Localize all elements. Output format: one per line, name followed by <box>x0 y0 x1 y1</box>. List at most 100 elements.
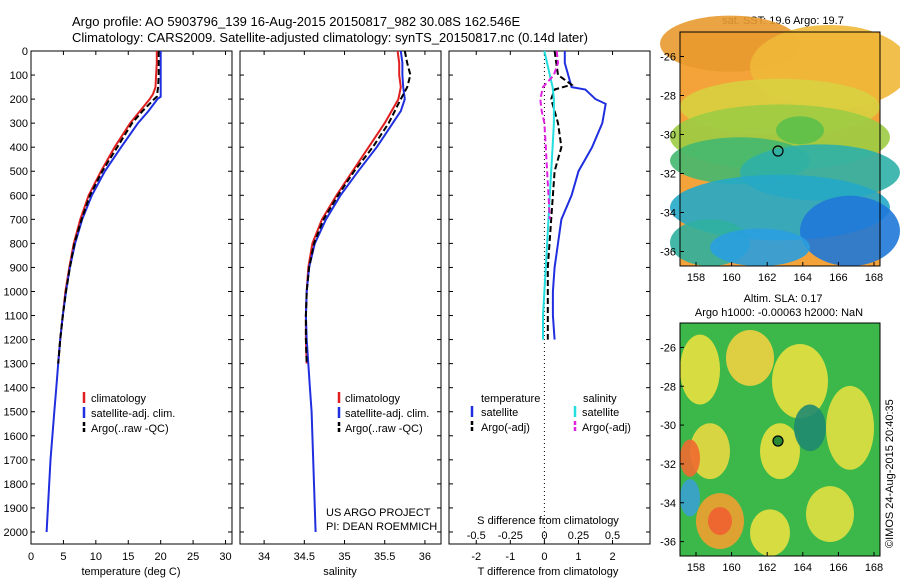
difference-plot: -2 -1 0 1 2 -0.5 -0.25 0 0.25 0.5 <box>449 50 650 563</box>
map-y-tick-label: -26 <box>660 52 676 64</box>
series-line <box>546 50 574 340</box>
map-x-tick-label: 162 <box>758 562 776 574</box>
x-tick-label: 34.5 <box>294 551 315 563</box>
y-tick-label: 1500 <box>4 407 28 419</box>
x-tick-label: -2 <box>471 551 481 563</box>
map-x-tick-label: 160 <box>722 272 740 284</box>
map-patch <box>680 334 720 405</box>
sst-map-axes: -26 -28 -30 -32 -34 -36 158 160 162 164 166 168 <box>660 52 883 285</box>
project-label: US ARGO PROJECT <box>326 507 431 519</box>
pi-label: PI: DEAN ROEMMICH <box>326 521 437 533</box>
x-tick-label: 0 <box>541 551 547 563</box>
map-patch <box>794 404 826 452</box>
series-line <box>45 51 162 533</box>
difference-top-label: S difference from climatology <box>477 515 619 527</box>
x-tick-label: 36 <box>419 551 431 563</box>
temperature-plot-frame <box>30 50 233 545</box>
legend-climatology: climatology <box>91 393 147 405</box>
series-line <box>57 51 158 364</box>
map-patch <box>800 195 900 266</box>
x-tick-label: 30 <box>219 551 231 563</box>
top-tick-label: 0.5 <box>605 530 620 542</box>
imos-stamp: ©IMOS 24-Aug-2015 20:40:35 <box>884 399 896 548</box>
map-patch <box>772 343 828 419</box>
map-patch <box>726 329 774 386</box>
legend-salinity-header: salinity <box>583 393 617 405</box>
map-y-tick-label: -28 <box>660 91 676 103</box>
map-y-tick-label: -34 <box>660 208 676 220</box>
legend-argo: Argo(..raw -QC) <box>345 423 423 435</box>
map-patch <box>680 439 700 477</box>
series-line <box>551 51 607 340</box>
sla-argo-marker <box>772 435 784 447</box>
map-x-tick-label: 164 <box>794 562 812 574</box>
y-tick-label: 1200 <box>4 335 28 347</box>
map-x-tick-label: 160 <box>722 562 740 574</box>
y-tick-label: 300 <box>10 118 28 130</box>
map-x-tick-label: 168 <box>865 562 883 574</box>
map-x-tick-label: 162 <box>758 272 776 284</box>
sla-map-title-2: Argo h1000: -0.00063 h2000: NaN <box>695 307 863 319</box>
salinity-plot-frame <box>239 50 442 545</box>
y-tick-label: 600 <box>10 190 28 202</box>
legend-satellite: satellite-adj. clim. <box>345 408 429 420</box>
legend-temperature-header: temperature <box>481 393 540 405</box>
x-tick-label: 15 <box>122 551 134 563</box>
temperature-legend: climatology satellite-adj. clim. Argo(..… <box>82 392 175 435</box>
temperature-plot: 0100200300400500600700800900100011001200… <box>4 46 232 563</box>
y-tick-label: 1400 <box>4 383 28 395</box>
top-tick-label: -0.5 <box>467 530 486 542</box>
top-tick-label: 0.25 <box>568 530 589 542</box>
salinity-plot: 34 34.5 35 35.5 36 <box>240 50 441 563</box>
map-y-tick-label: -26 <box>660 342 676 354</box>
sst-map-frame <box>679 31 881 267</box>
y-tick-label: 400 <box>10 142 28 154</box>
y-tick-label: 1900 <box>4 503 28 515</box>
map-patch <box>806 486 854 543</box>
map-patch <box>760 423 800 480</box>
sla-map-axes: -26 -28 -30 -32 -34 -36 158 160 162 164 166 168 <box>660 342 883 574</box>
sla-map-field <box>680 329 874 556</box>
difference-legend: temperature salinity satellite Argo(-adj… <box>470 393 631 434</box>
map-x-tick-label: 164 <box>794 272 812 284</box>
y-tick-label: 1800 <box>4 479 28 491</box>
y-tick-label: 1100 <box>4 311 28 323</box>
map-y-tick-label: -30 <box>660 420 676 432</box>
y-tick-label: 1600 <box>4 431 28 443</box>
map-y-tick-label: -30 <box>660 130 676 142</box>
salinity-xlabel: salinity <box>323 566 357 578</box>
x-tick-label: 10 <box>90 551 102 563</box>
x-tick-label: 34 <box>258 551 270 563</box>
map-patch <box>776 116 824 145</box>
x-tick-label: 35.5 <box>374 551 395 563</box>
x-tick-label: -1 <box>505 551 515 563</box>
y-tick-label: 200 <box>10 94 28 106</box>
y-tick-label: 1700 <box>4 455 28 467</box>
map-x-tick-label: 168 <box>865 272 883 284</box>
series-line <box>304 50 412 364</box>
y-tick-label: 800 <box>10 238 28 250</box>
y-tick-label: 0 <box>22 46 28 58</box>
legend-s-satellite: satellite <box>582 407 619 419</box>
y-tick-label: 1000 <box>4 286 28 298</box>
sst-map-field <box>660 15 900 266</box>
series-line <box>304 50 406 533</box>
map-patch <box>708 507 732 536</box>
y-tick-label: 500 <box>10 166 28 178</box>
top-tick-label: 0 <box>541 530 547 542</box>
difference-plot-frame <box>448 50 651 545</box>
series-line <box>304 50 402 364</box>
map-y-tick-label: -28 <box>660 381 676 393</box>
legend-s-argo: Argo(-adj) <box>582 422 631 434</box>
sst-argo-marker <box>772 145 784 157</box>
sla-map-title-1: Altim. SLA: 0.17 <box>744 293 823 305</box>
map-y-tick-label: -34 <box>660 498 676 510</box>
title-line-1: Argo profile: AO 5903796_139 16-Aug-2015… <box>72 14 520 29</box>
x-tick-label: 0 <box>28 551 34 563</box>
legend-t-satellite: satellite <box>481 407 518 419</box>
x-tick-label: 2 <box>609 551 615 563</box>
sla-map-frame <box>679 322 881 557</box>
legend-climatology: climatology <box>345 393 401 405</box>
map-x-tick-label: 158 <box>687 272 705 284</box>
